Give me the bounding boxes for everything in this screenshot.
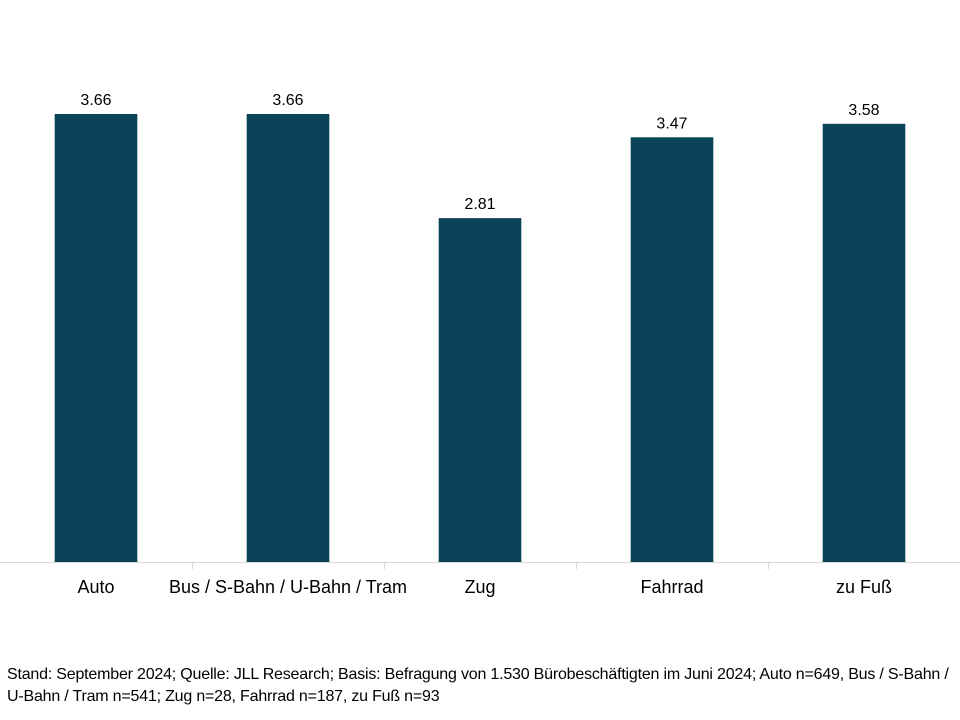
bar-value-label: 3.58	[848, 102, 879, 119]
category-label: zu Fuß	[836, 577, 892, 597]
bar	[246, 114, 330, 562]
bar-value-label: 3.47	[656, 115, 687, 132]
x-axis	[0, 562, 960, 569]
bar-value-label: 3.66	[272, 92, 303, 109]
category-label: Zug	[464, 577, 495, 597]
bar-value-label: 2.81	[464, 196, 495, 213]
category-labels-group: Auto Bus / S-Bahn / U-Bahn / Tram Zug Fahrr…	[77, 577, 892, 597]
bars-group	[54, 114, 906, 563]
category-label: Bus / S-Bahn / U-Bahn / Tram	[169, 577, 407, 597]
category-label: Fahrrad	[640, 577, 703, 597]
source-footnote: Stand: September 2024; Quelle: JLL Resea…	[7, 666, 949, 705]
bar	[630, 137, 714, 563]
bar	[54, 114, 138, 562]
bar-chart: 3.66 3.66 2.81 3.47 3.58 Auto Bus / S-Bahn / …	[0, 92, 960, 597]
bar-value-label: 3.66	[80, 92, 111, 109]
category-label: Auto	[77, 577, 114, 597]
bar	[822, 123, 906, 563]
value-labels-group: 3.66 3.66 2.81 3.47 3.58	[80, 92, 879, 213]
bar	[438, 218, 522, 562]
